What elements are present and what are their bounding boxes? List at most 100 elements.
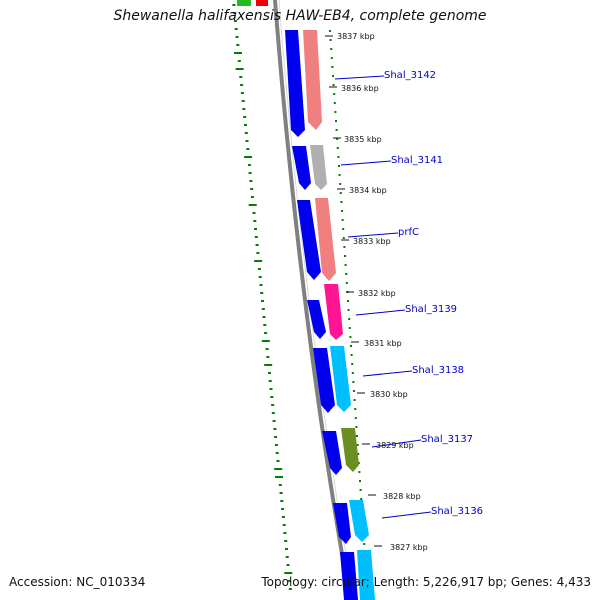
gc-mark [247,164,251,166]
gc-mark [285,556,289,558]
gc-mark [268,372,271,374]
skew-mark [357,453,360,455]
skew-mark [335,129,338,131]
gc-mark [244,132,248,134]
gc-mark [243,116,247,118]
gc-mark [236,44,240,46]
kbp-label: 3837 kbp [337,32,375,41]
skew-mark [342,237,345,239]
gene-feature [310,145,327,190]
gc-mark [257,268,261,270]
gc-mark [274,468,283,470]
gc-mark [275,452,279,454]
gc-mark [279,492,283,494]
gc-mark [275,476,283,478]
skew-mark [348,318,351,320]
skew-mark [344,264,347,266]
skew-mark [331,66,334,68]
gc-mark [281,516,285,518]
skew-mark [337,156,340,158]
label-leader [362,370,413,377]
skew-mark [336,147,339,149]
skew-mark [354,408,357,410]
cds-arrow [307,300,326,339]
gc-mark [237,60,241,62]
skew-mark [358,471,361,473]
skew-mark [340,201,343,203]
skew-mark [348,327,351,329]
skew-mark [333,93,336,95]
cds-arrow [313,348,335,413]
skew-mark [354,417,357,419]
gc-mark [244,156,253,158]
gc-mark [276,460,280,462]
kbp-label: 3831 kbp [364,339,402,348]
gc-mark [261,340,270,342]
gc-mark [283,532,287,534]
skew-mark [353,390,355,392]
gc-mark [244,124,247,126]
skew-mark [347,300,349,302]
gc-mark [241,100,245,102]
cds-strand-track [285,30,358,600]
top-red-feature [256,0,268,6]
skew-mark [341,219,344,221]
skew-mark [338,165,340,167]
map-title: Shewanella halifaxensis HAW-EB4, complet… [113,8,487,24]
gc-mark [248,172,252,174]
kbp-label: 3827 kbp [390,543,428,552]
gc-mark [271,412,275,414]
gc-mark [249,180,253,182]
skew-mark [330,57,333,59]
gc-mark [258,276,262,278]
gc-mark [240,84,244,86]
gene-feature [341,428,359,472]
skew-mark [359,480,361,482]
label-leader [347,232,399,238]
gc-mark [288,580,292,582]
gc-mark [264,364,273,366]
gc-content-track [232,4,293,590]
skew-mark [351,372,354,374]
kbp-label: 3828 kbp [383,492,421,501]
skew-mark [339,183,342,185]
skew-mark [353,399,356,401]
skew-mark [356,435,358,437]
accession-text: Accession: NC_010334 [9,575,146,589]
gene-feature [357,550,375,600]
kbp-label: 3835 kbp [344,135,382,144]
label-leader [355,309,406,316]
top-green-feature [237,0,251,6]
genome-summary-text: Topology: circular; Length: 5,226,917 bp… [261,575,591,589]
skew-mark [330,48,333,50]
gc-mark [281,508,285,510]
skew-mark [349,336,352,338]
gc-mark [233,20,237,22]
gene-feature [349,500,369,542]
skew-mark [336,138,339,140]
gc-mark [259,284,263,286]
gene-track [303,30,375,600]
skew-mark [341,210,343,212]
skew-mark [357,462,360,464]
gene-feature [315,198,336,281]
gene-feature [303,30,322,130]
gc-mark [282,524,286,526]
gc-mark [240,92,244,94]
skew-mark [332,75,334,77]
skew-mark [344,255,346,257]
skew-mark [329,39,332,41]
gc-mark [232,4,236,6]
cds-arrow [285,30,305,137]
cds-arrow [322,431,342,475]
gc-mark [245,140,249,142]
gc-mark [234,28,238,30]
gc-mark [255,244,259,246]
kbp-label: 3832 kbp [358,289,396,298]
gene-label: Shal_3136 [431,506,483,517]
gc-mark [284,572,293,574]
gc-mark [265,348,269,350]
skew-mark [338,174,341,176]
gc-mark [250,196,254,198]
kbp-label: 3834 kbp [349,186,387,195]
